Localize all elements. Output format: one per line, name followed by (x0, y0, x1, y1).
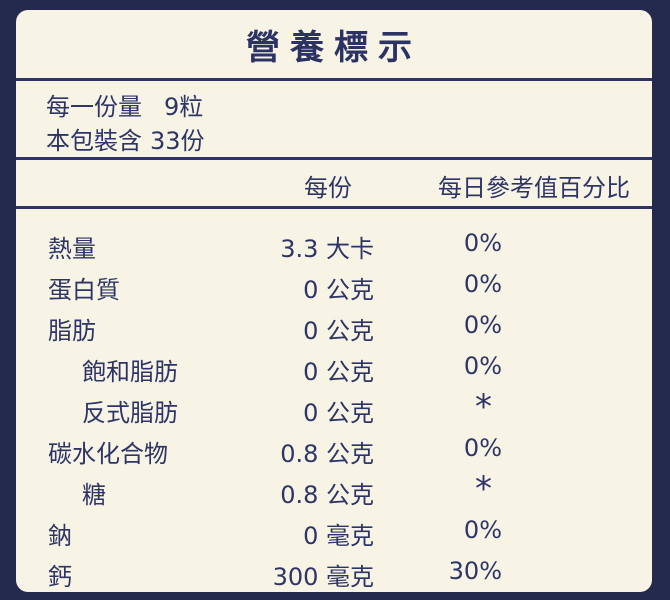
nutrient-name: 脂肪 (48, 317, 96, 345)
nutrient-dv: 0% (463, 352, 502, 380)
nutrient-amount: 0 公克 (303, 358, 374, 386)
nutrient-row: 飽和脂肪 0 公克 0% (16, 346, 652, 387)
divider (16, 157, 652, 160)
nutrient-dv: 0% (463, 434, 502, 462)
column-header: 每份 每日參考值百分比 (16, 160, 652, 206)
nutrient-row: 鈉 0 毫克 0% (16, 510, 652, 551)
nutrient-table: 熱量 3.3 大卡 0% 蛋白質 0 公克 0% 脂肪 0 公克 0% 飽和脂肪… (16, 209, 652, 592)
serving-count-value: 33份 (150, 126, 205, 155)
nutrient-amount: 300 毫克 (272, 563, 374, 591)
nutrient-name: 飽和脂肪 (82, 358, 178, 386)
per-serving-header: 每份 (304, 174, 352, 202)
nutrient-name: 蛋白質 (48, 276, 120, 304)
nutrient-amount: 3.3 大卡 (280, 235, 374, 263)
daily-value-header: 每日參考值百分比 (438, 174, 630, 202)
nutrient-dv: 0% (463, 270, 502, 298)
nutrient-dv: 0% (463, 229, 502, 257)
nutrient-name: 熱量 (48, 235, 96, 263)
nutrient-amount: 0 公克 (303, 399, 374, 427)
nutrient-row: 碳水化合物 0.8 公克 0% (16, 428, 652, 469)
nutrient-row: 糖 0.8 公克 * (16, 469, 652, 510)
nutrient-amount: 0 公克 (303, 317, 374, 345)
serving-count-line: 本包裝含 33份 (46, 121, 652, 155)
serving-info: 每一份量 9粒 本包裝含 33份 (16, 81, 652, 157)
nutrient-amount: 0.8 公克 (280, 440, 374, 468)
divider (16, 206, 652, 209)
nutrient-dv: 30% (448, 557, 502, 585)
nutrient-dv: 0% (463, 311, 502, 339)
nutrient-name: 反式脂肪 (82, 399, 178, 427)
label-title: 營養標示 (246, 27, 422, 68)
nutrient-name: 鈉 (48, 522, 72, 550)
serving-size-label: 每一份量 (46, 92, 142, 121)
nutrient-name: 碳水化合物 (48, 440, 168, 468)
nutrient-row: 蛋白質 0 公克 0% (16, 264, 652, 305)
nutrient-dv: * (475, 469, 492, 509)
nutrient-row: 熱量 3.3 大卡 0% (16, 223, 652, 264)
nutrient-dv: * (475, 387, 492, 427)
nutrient-row: 反式脂肪 0 公克 * (16, 387, 652, 428)
serving-size-value: 9粒 (164, 92, 204, 121)
nutrient-dv: 0% (463, 516, 502, 544)
nutrient-amount: 0.8 公克 (280, 481, 374, 509)
nutrient-name: 鈣 (48, 563, 72, 591)
nutrient-amount: 0 公克 (303, 276, 374, 304)
nutrition-label: 營養標示 每一份量 9粒 本包裝含 33份 每份 每日參考值百分比 熱量 3.3… (16, 10, 652, 592)
divider (16, 78, 652, 81)
nutrient-row: 脂肪 0 公克 0% (16, 305, 652, 346)
nutrient-amount: 0 毫克 (303, 522, 374, 550)
serving-size-line: 每一份量 9粒 (46, 87, 652, 121)
serving-count-label: 本包裝含 (46, 126, 142, 155)
nutrient-name: 糖 (82, 481, 106, 509)
nutrient-row: 鈣 300 毫克 30% (16, 551, 652, 592)
